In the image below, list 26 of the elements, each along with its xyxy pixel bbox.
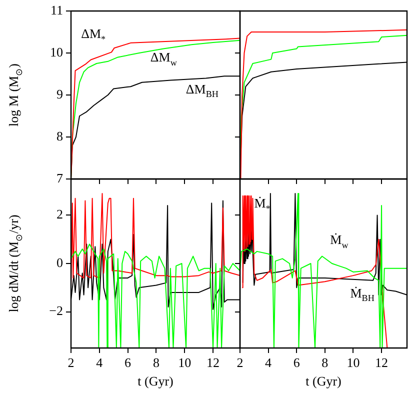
- x-tick-label: 12: [206, 355, 220, 370]
- x-tick-label: 6: [124, 355, 132, 370]
- x-tick-label: 12: [375, 355, 388, 370]
- y-tick-label: −2: [49, 303, 63, 318]
- x-tick-label: 8: [322, 355, 328, 370]
- y-axis-title: log M (M⊙): [6, 64, 24, 126]
- x-tick-label: 10: [346, 355, 360, 370]
- y-tick-label: 9: [56, 86, 63, 102]
- y-axis-title: log dM/dt (M⊙/yr): [6, 214, 24, 312]
- x-axis-title: t (Gyr): [306, 374, 342, 389]
- x-tick-label: 4: [96, 355, 104, 370]
- x-tick-label: 4: [265, 355, 272, 370]
- x-tick-label: 6: [293, 355, 300, 370]
- x-tick-label: 8: [152, 355, 160, 370]
- y-tick-label: 11: [50, 2, 63, 18]
- y-tick-label: 0: [56, 254, 63, 270]
- x-tick-label: 10: [178, 355, 192, 370]
- y-tick-label: 10: [50, 44, 63, 60]
- series-label: Ṁ*: [254, 196, 271, 214]
- y-tick-label: 8: [56, 128, 63, 144]
- x-tick-label: 2: [236, 355, 244, 370]
- y-tick-label: 2: [56, 206, 63, 222]
- x-tick-label: 2: [68, 355, 74, 370]
- series-label: ΔM*: [81, 26, 106, 44]
- x-axis-title: t (Gyr): [138, 374, 174, 389]
- y-tick-label: 7: [56, 170, 64, 186]
